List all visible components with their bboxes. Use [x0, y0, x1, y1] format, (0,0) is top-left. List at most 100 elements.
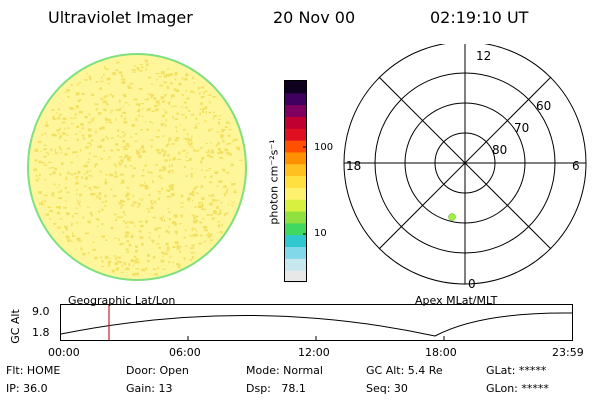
timeline-y-top: 9.0 [32, 305, 50, 318]
globe-speckle [172, 221, 176, 224]
globe-speckle [105, 68, 109, 70]
globe-speckle [149, 121, 153, 123]
globe-speckle [117, 129, 120, 132]
globe-speckle [119, 100, 121, 103]
globe-speckle [89, 211, 93, 215]
globe-speckle [127, 85, 131, 87]
globe-speckle [210, 175, 213, 178]
globe-speckle [127, 86, 132, 89]
globe-speckle [173, 88, 177, 91]
globe-speckle [168, 185, 171, 188]
globe-speckle [141, 268, 146, 272]
globe-speckle [185, 175, 188, 177]
globe-speckle [98, 192, 102, 196]
globe-speckle [157, 197, 160, 201]
globe-speckle [57, 191, 61, 193]
globe-speckle [164, 159, 168, 162]
globe-speckle [191, 167, 193, 170]
globe-speckle [138, 230, 142, 232]
globe-speckle [181, 106, 184, 108]
globe-speckle [226, 151, 230, 155]
globe-speckle [121, 161, 124, 163]
globe-speckle [164, 94, 167, 97]
globe-speckle [49, 173, 52, 176]
globe-speckle [220, 135, 223, 139]
globe-speckle [47, 206, 52, 209]
globe-speckle [189, 192, 193, 196]
globe-speckle [196, 230, 198, 233]
globe-speckle [193, 221, 195, 223]
globe-speckle [107, 265, 109, 268]
globe-speckle [205, 151, 210, 153]
globe-speckle [136, 206, 140, 208]
globe-speckle [77, 83, 79, 86]
globe-speckle [101, 158, 103, 161]
globe-speckle [158, 246, 161, 249]
globe-speckle [167, 67, 169, 71]
globe-speckle [61, 162, 64, 166]
globe-speckle [122, 243, 125, 245]
globe-speckle [195, 117, 198, 120]
globe-speckle [44, 132, 47, 135]
globe-speckle [122, 146, 127, 148]
globe-speckle [81, 123, 84, 125]
globe-speckle [132, 264, 134, 267]
globe-speckle [130, 236, 133, 238]
globe-speckle [74, 212, 79, 215]
globe-speckle [199, 147, 203, 149]
globe-speckle [53, 183, 56, 186]
status-door: Door: Open [126, 364, 189, 377]
globe-speckle [161, 135, 165, 137]
globe-speckle [104, 205, 107, 207]
globe-speckle [147, 97, 149, 101]
globe-speckle [73, 107, 75, 110]
globe-speckle [87, 252, 90, 254]
globe-speckle [103, 66, 106, 69]
globe-speckle [195, 186, 199, 188]
globe-speckle [96, 225, 99, 227]
globe-speckle [158, 169, 163, 172]
globe-speckle [147, 254, 150, 257]
globe-speckle [139, 198, 141, 200]
globe-speckle [201, 206, 203, 208]
polar-label-60: 60 [536, 99, 551, 113]
globe-speckle [191, 135, 193, 139]
colorbar-band [285, 246, 306, 259]
globe-speckle [136, 67, 140, 71]
globe-speckle [167, 102, 171, 104]
colorbar-unit-label: photon cm⁻²s⁻¹ [267, 139, 281, 225]
globe-speckle [124, 195, 129, 197]
globe-speckle [217, 148, 221, 151]
timeline-tick-label: 18:00 [425, 346, 457, 359]
globe-speckle [185, 106, 188, 109]
globe-speckle [201, 110, 204, 113]
globe-speckle [102, 138, 105, 142]
globe-speckle [73, 151, 78, 153]
globe-speckle [82, 216, 85, 219]
globe-speckle [141, 198, 144, 201]
globe-speckle [43, 194, 48, 197]
globe-speckle [121, 204, 125, 207]
globe-speckle [75, 105, 79, 109]
globe-speckle [103, 73, 105, 77]
globe-speckle [146, 208, 150, 210]
globe-speckle [134, 140, 138, 142]
globe-speckle [123, 120, 128, 124]
globe-speckle [152, 216, 156, 219]
globe-speckle [141, 174, 145, 177]
globe-speckle [187, 141, 189, 143]
globe-speckle [88, 174, 91, 177]
globe-speckle [51, 133, 56, 137]
globe-speckle [162, 114, 165, 118]
globe-speckle [124, 220, 126, 222]
globe-speckle [122, 211, 125, 214]
globe-speckle [51, 166, 54, 169]
globe-speckle [124, 101, 128, 104]
globe-speckle [107, 262, 110, 265]
globe-speckle [98, 112, 102, 115]
globe-speckle [168, 137, 172, 141]
globe-speckle [178, 151, 181, 155]
globe-speckle [88, 113, 91, 116]
globe-speckle [212, 194, 214, 197]
globe-speckle [47, 153, 49, 156]
